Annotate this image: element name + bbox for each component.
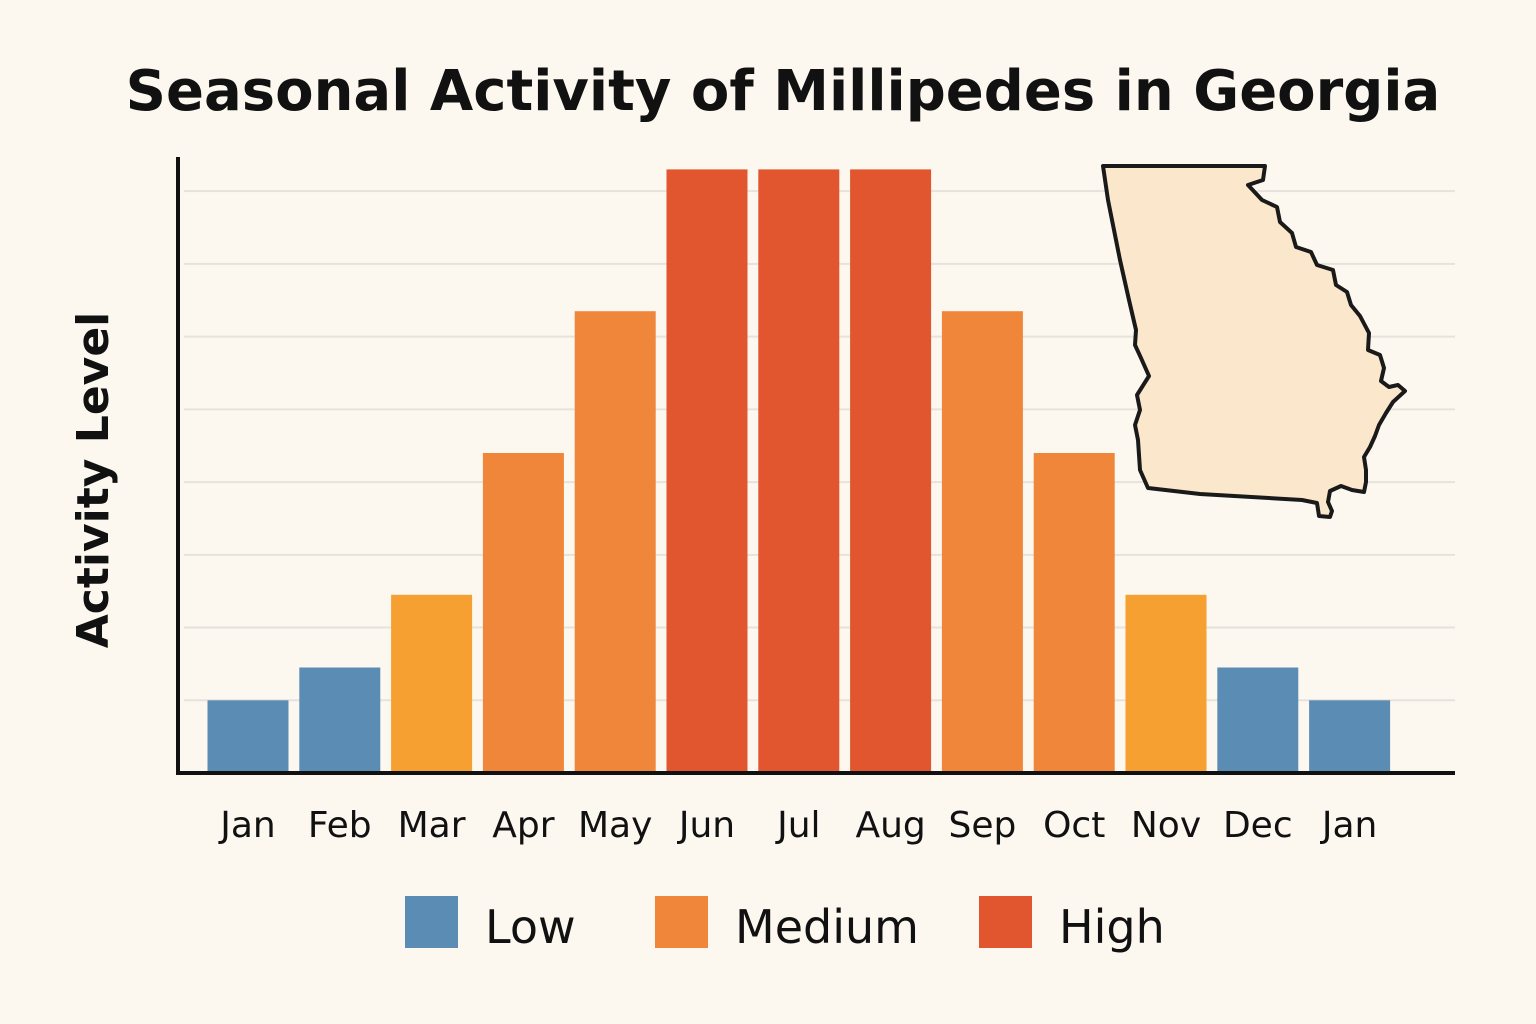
bar-nov-10 <box>1125 594 1207 773</box>
x-tick-label: Oct <box>1043 805 1105 846</box>
bar-series <box>207 169 1391 773</box>
x-tick-label: Feb <box>308 805 372 846</box>
chart-title: Seasonal Activity of Millipedes in Georg… <box>126 59 1441 124</box>
legend-swatch-low <box>405 896 458 948</box>
x-tick-label: Nov <box>1131 805 1201 846</box>
legend-label-low: Low <box>485 900 576 954</box>
x-tick-label: May <box>578 805 652 846</box>
legend-label-medium: Medium <box>735 900 919 954</box>
x-tick-label: Jan <box>218 805 276 846</box>
x-tick-label: Aug <box>855 805 925 846</box>
bar-mar-2 <box>391 594 473 773</box>
bar-feb-1 <box>299 667 381 773</box>
y-axis-label: Activity Level <box>68 312 119 649</box>
x-tick-label: Apr <box>492 805 554 846</box>
legend-swatch-medium <box>655 896 708 948</box>
bar-jul-6 <box>758 169 840 773</box>
bar-oct-9 <box>1033 453 1115 773</box>
legend-swatch-high <box>979 896 1032 948</box>
x-tick-label: Sep <box>948 805 1016 846</box>
x-tick-label: Dec <box>1223 805 1293 846</box>
bar-dec-11 <box>1217 667 1299 773</box>
x-tick-labels: Jan Feb Mar Apr May Jun Jul Aug Sep Oct Nov Dec Jan <box>218 805 1377 846</box>
georgia-map-icon <box>1101 164 1407 519</box>
x-tick-label: Jan <box>1320 805 1378 846</box>
x-tick-label: Jun <box>677 805 735 846</box>
bar-jan-0 <box>207 700 289 773</box>
legend: Low Medium High <box>405 896 1165 954</box>
x-tick-label: Jul <box>775 805 820 846</box>
axes <box>176 157 1455 775</box>
bar-may-4 <box>574 311 656 773</box>
bar-aug-7 <box>850 169 932 773</box>
x-tick-label: Mar <box>398 805 466 846</box>
bar-jan-12 <box>1309 700 1391 773</box>
bar-apr-3 <box>482 453 564 773</box>
bar-sep-8 <box>941 311 1023 773</box>
bar-jun-5 <box>666 169 748 773</box>
legend-label-high: High <box>1059 900 1165 954</box>
